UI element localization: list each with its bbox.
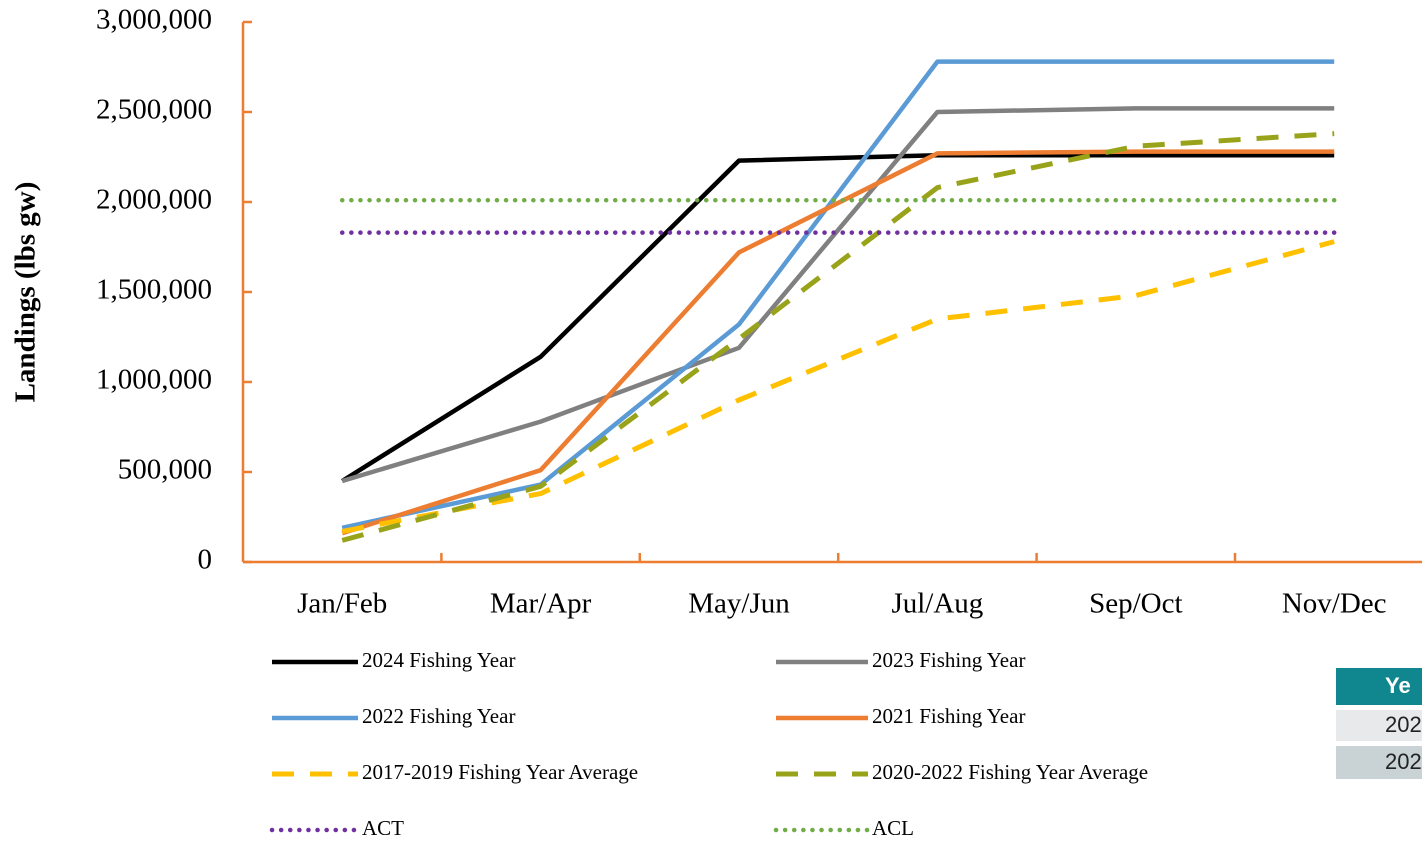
y-tick-label: 2,500,000 [96,94,212,126]
x-tick-label: Nov/Dec [1282,588,1387,620]
series-line [341,59,1335,530]
y-tick-label: 2,000,000 [96,184,212,216]
series-line [341,152,1335,483]
table-cell: 202 [1385,712,1422,737]
legend-label: 2024 Fishing Year [362,648,515,672]
legend-label: ACT [362,816,404,840]
y-tick-label: 500,000 [118,454,212,486]
y-tick-label: 0 [198,544,213,576]
legend-label: 2020-2022 Fishing Year Average [872,760,1148,784]
x-tick-label: Mar/Apr [490,588,592,620]
y-tick-label: 3,000,000 [96,4,212,36]
table-row-bg [1336,710,1422,741]
x-tick-label: May/Jun [688,588,790,620]
legend-label: ACL [872,816,914,840]
series-line [341,239,1335,534]
table-row-bg [1336,746,1422,779]
legend-label: 2017-2019 Fishing Year Average [362,760,638,784]
legend-label: 2023 Fishing Year [872,648,1025,672]
series-line [341,106,1335,484]
x-tick-label: Sep/Oct [1089,588,1182,620]
table-cell: 202 [1385,749,1422,774]
y-tick-label: 1,500,000 [96,274,212,306]
legend-label: 2021 Fishing Year [872,704,1025,728]
x-tick-label: Jan/Feb [297,588,387,620]
series-line [341,149,1335,536]
series-line [341,131,1335,543]
table-header: Ye [1385,673,1411,698]
legend-label: 2022 Fishing Year [362,704,515,728]
table-header-bg [1336,668,1422,705]
x-tick-label: Jul/Aug [891,588,983,620]
y-axis-label: Landings (lbs gw) [10,182,42,403]
y-tick-label: 1,000,000 [96,364,212,396]
